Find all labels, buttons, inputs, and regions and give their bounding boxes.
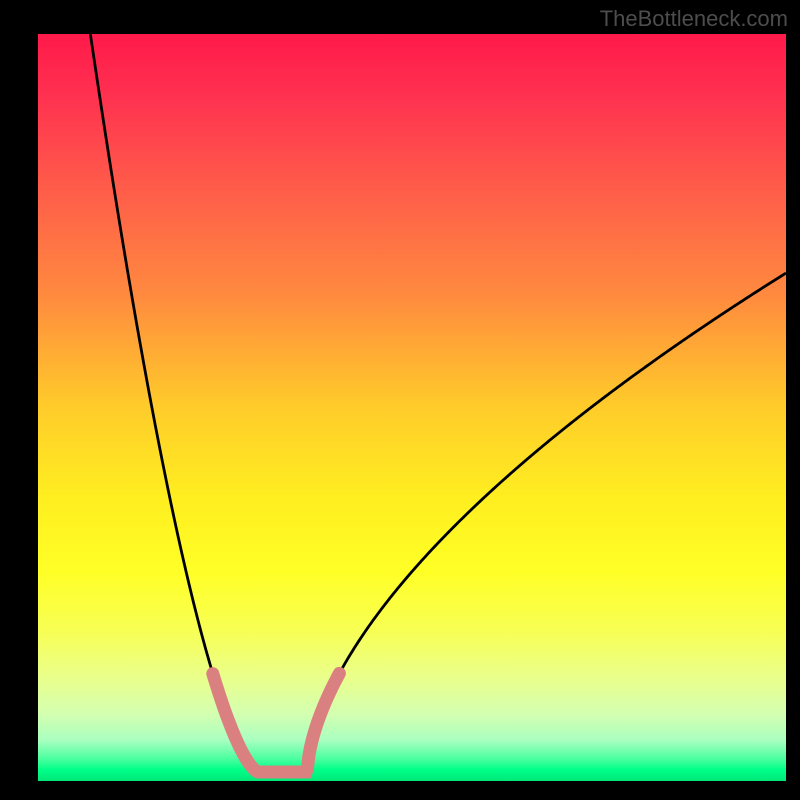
chart-plot-area bbox=[38, 34, 786, 781]
watermark-text: TheBottleneck.com bbox=[600, 6, 788, 32]
bottleneck-curve-chart bbox=[0, 0, 800, 800]
bottleneck-curve-overlay-flat bbox=[257, 769, 307, 772]
